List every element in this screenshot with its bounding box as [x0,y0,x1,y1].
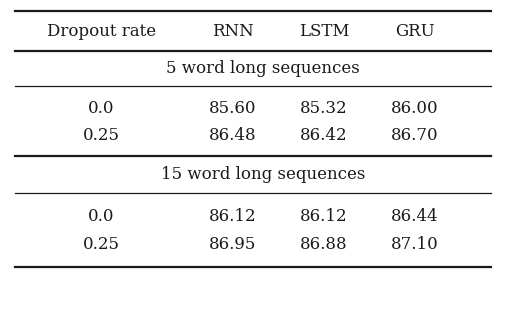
Text: 0.25: 0.25 [82,127,120,144]
Text: 0.25: 0.25 [82,236,120,253]
Text: 86.48: 86.48 [209,127,256,144]
Text: 86.42: 86.42 [299,127,347,144]
Text: RNN: RNN [212,23,253,40]
Text: 86.12: 86.12 [209,208,256,225]
Text: 86.12: 86.12 [299,208,347,225]
Text: 85.32: 85.32 [299,100,347,117]
Text: 86.70: 86.70 [390,127,438,144]
Text: LSTM: LSTM [298,23,348,40]
Text: 85.60: 85.60 [209,100,256,117]
Text: GRU: GRU [394,23,434,40]
Text: Dropout rate: Dropout rate [46,23,156,40]
Text: 0.0: 0.0 [88,100,114,117]
Text: 86.44: 86.44 [390,208,438,225]
Text: 86.00: 86.00 [390,100,438,117]
Text: 86.95: 86.95 [209,236,256,253]
Text: 0.0: 0.0 [88,208,114,225]
Text: 5 word long sequences: 5 word long sequences [166,60,359,77]
Text: 87.10: 87.10 [390,236,438,253]
Text: 86.88: 86.88 [299,236,347,253]
Text: 15 word long sequences: 15 word long sequences [161,166,365,183]
